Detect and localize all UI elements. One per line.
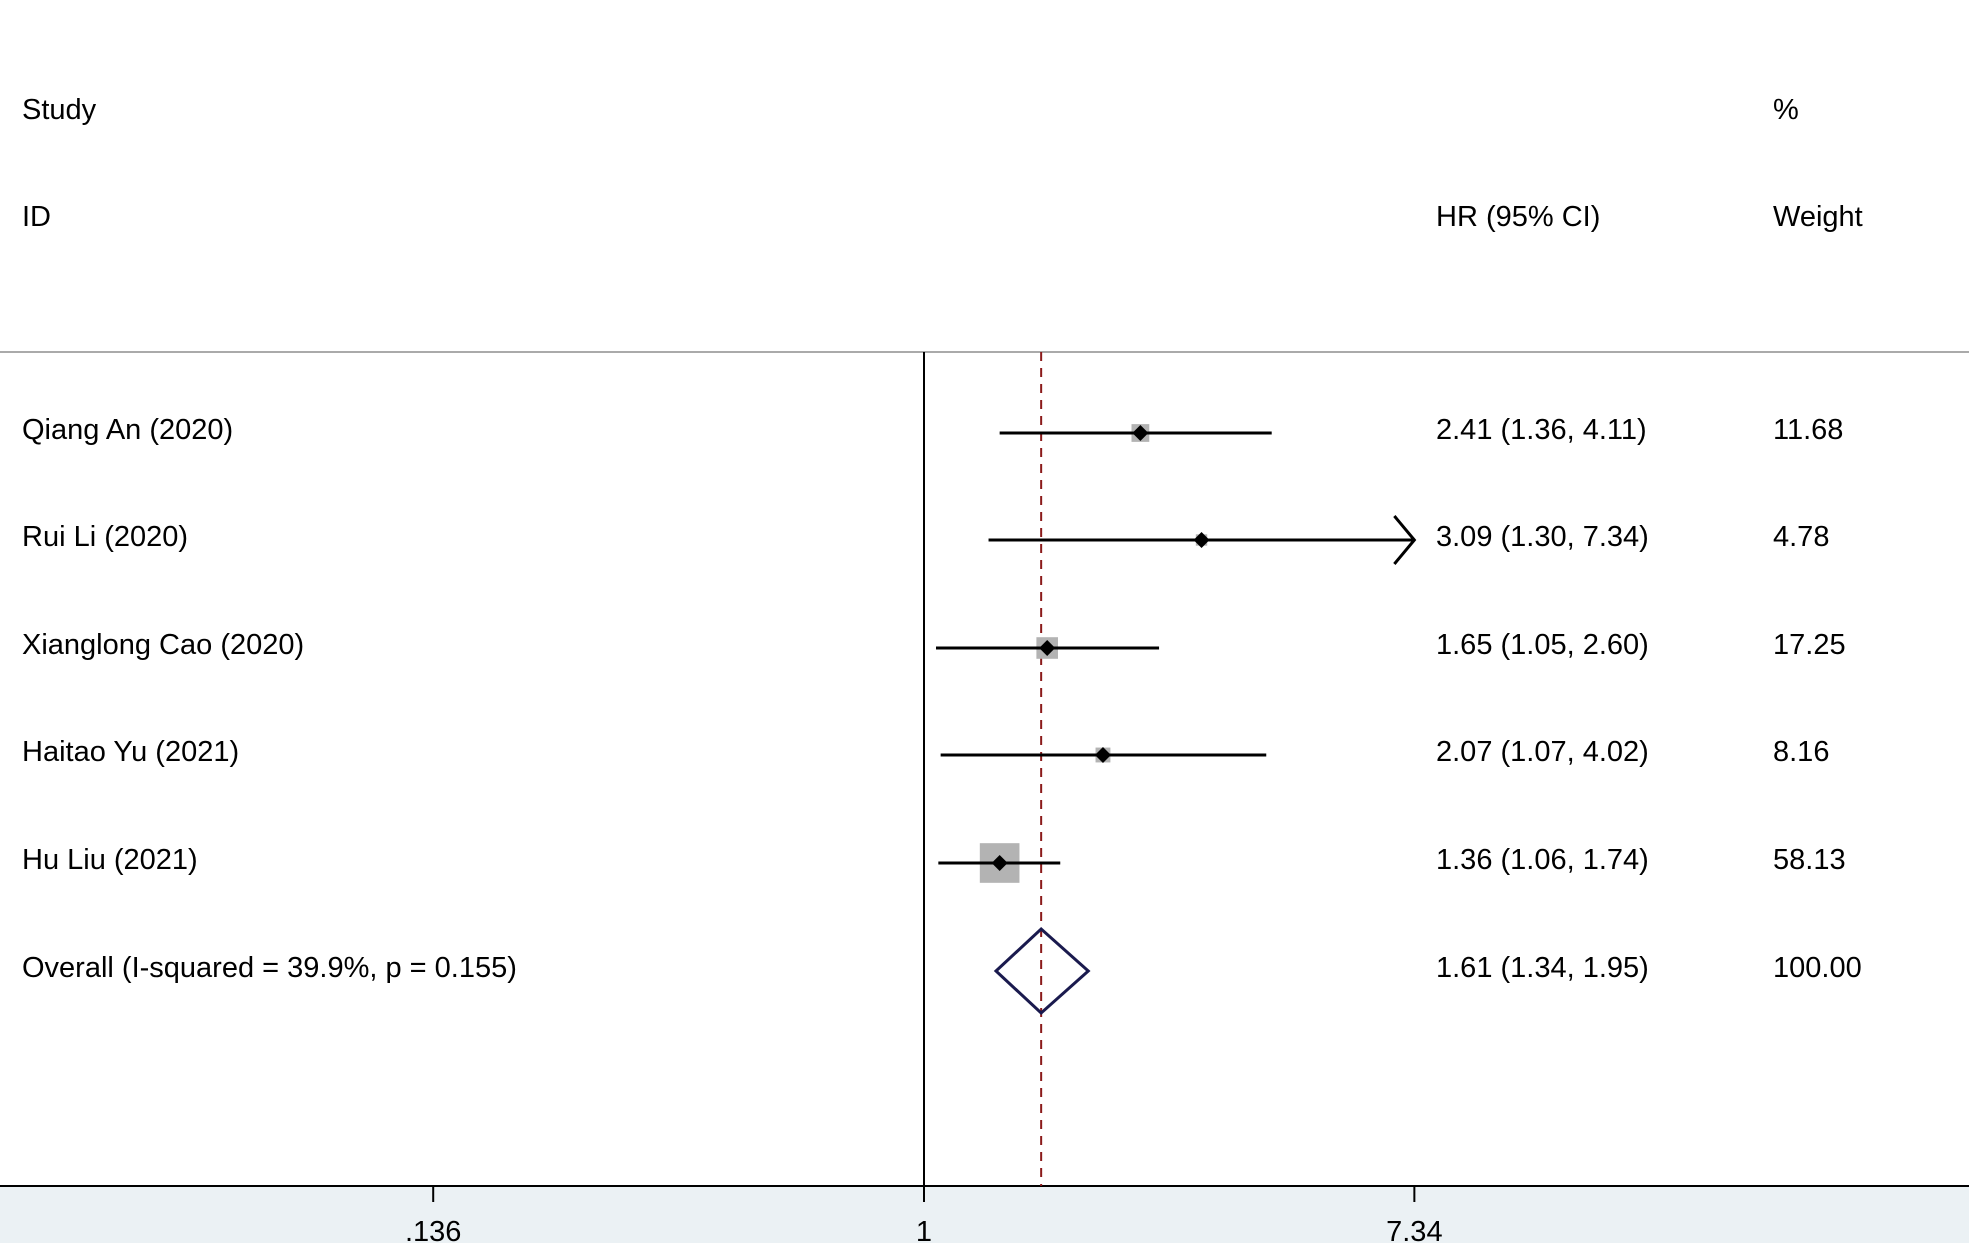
point-estimate bbox=[1039, 640, 1056, 656]
x-tick-label: 7.34 bbox=[1386, 1216, 1442, 1243]
x-axis-ticks: .136 1 7.34 bbox=[405, 1186, 1443, 1243]
study-label: Hu Liu (2021) bbox=[22, 844, 198, 876]
point-estimate bbox=[1132, 425, 1149, 441]
overall-label: Overall (I-squared = 39.9%, p = 0.155) bbox=[22, 952, 517, 984]
header-weight: Weight bbox=[1773, 201, 1863, 233]
study-weight: 8.16 bbox=[1773, 736, 1830, 768]
overall-diamond bbox=[993, 926, 1091, 1016]
study-marker-group bbox=[988, 515, 1417, 565]
study-weight: 58.13 bbox=[1773, 844, 1846, 876]
x-tick-label: 1 bbox=[916, 1216, 932, 1243]
axis-band bbox=[0, 1187, 1969, 1243]
study-weight: 4.78 bbox=[1773, 521, 1830, 553]
study-label: Xianglong Cao (2020) bbox=[22, 629, 305, 661]
header-study: Study bbox=[22, 94, 97, 126]
study-weight: 17.25 bbox=[1773, 629, 1846, 661]
header-effect: HR (95% CI) bbox=[1436, 201, 1601, 233]
study-label: Rui Li (2020) bbox=[22, 521, 189, 553]
study-ci: 2.41 (1.36, 4.11) bbox=[1436, 414, 1647, 446]
study-weight: 11.68 bbox=[1773, 414, 1844, 446]
ci-arrow bbox=[1393, 515, 1417, 565]
study-label: Haitao Yu (2021) bbox=[22, 736, 240, 768]
study-ci: 3.09 (1.30, 7.34) bbox=[1436, 521, 1649, 553]
study-ci: 1.65 (1.05, 2.60) bbox=[1436, 629, 1649, 661]
study-label: Qiang An (2020) bbox=[22, 414, 234, 446]
study-marker-group bbox=[999, 424, 1272, 442]
header-id: ID bbox=[22, 201, 51, 233]
study-ci: 2.07 (1.07, 4.02) bbox=[1436, 736, 1649, 768]
study-rows bbox=[936, 424, 1417, 883]
x-tick-label: .136 bbox=[405, 1216, 461, 1243]
point-estimate bbox=[1193, 532, 1210, 548]
study-marker-group bbox=[936, 637, 1160, 659]
point-estimate bbox=[1094, 747, 1111, 763]
study-ci: 1.36 (1.06, 1.74) bbox=[1436, 844, 1649, 876]
header-percent: % bbox=[1773, 94, 1799, 126]
study-marker-group bbox=[940, 747, 1267, 763]
study-marker-group bbox=[938, 843, 1061, 883]
overall-ci: 1.61 (1.34, 1.95) bbox=[1436, 952, 1649, 984]
point-estimate bbox=[991, 855, 1008, 871]
overall-weight: 100.00 bbox=[1773, 952, 1862, 984]
